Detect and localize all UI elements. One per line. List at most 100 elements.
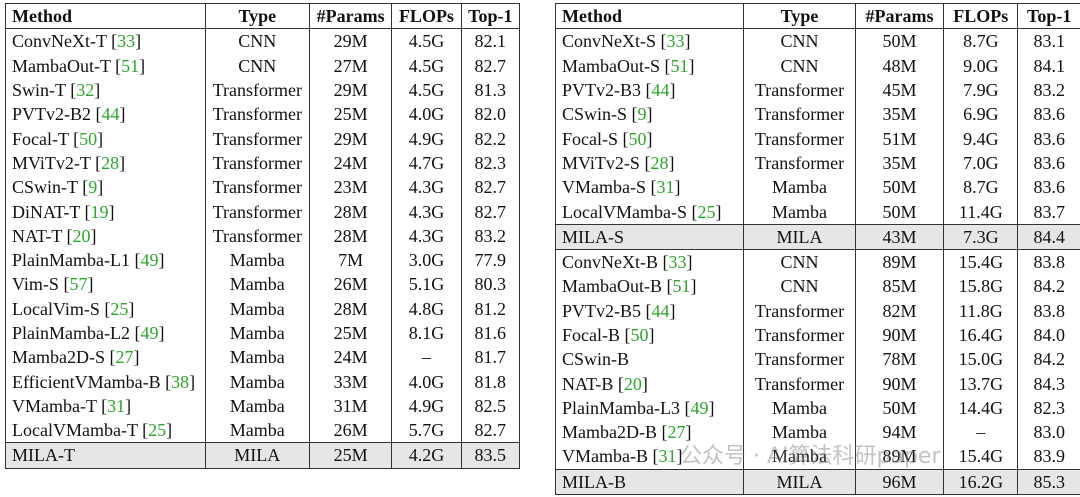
type-cell: CNN	[743, 28, 856, 54]
top1-cell: 80.3	[460, 272, 520, 297]
type-cell: CNN	[743, 53, 856, 78]
flops-cell: –	[943, 420, 1018, 445]
method-name: NAT-B	[562, 373, 614, 394]
citation: [33]	[660, 31, 691, 52]
citation: [25]	[142, 420, 173, 441]
method-name: Vim-S	[12, 274, 59, 295]
method-name: MambaOut-S	[562, 55, 660, 76]
results-table: Method Type #Params FLOPs Top-1 ConvNeXt-T [3…	[5, 3, 520, 469]
method-name: MambaOut-T	[12, 55, 111, 76]
citation: [38]	[165, 371, 196, 392]
header-row: Method Type #Params FLOPs Top-1	[5, 3, 520, 30]
citation: [44]	[645, 300, 676, 321]
column-header: Method	[5, 3, 206, 30]
flops-cell: 4.9G	[391, 126, 462, 151]
table-row: NAT-T [20] Transformer 28M 4.3G 83.2	[6, 223, 520, 248]
method-cell: CSwin-S [9]	[556, 102, 744, 126]
flops-cell: –	[391, 345, 462, 370]
method-name: VMamba-B	[562, 446, 648, 467]
params-cell: 96M	[854, 468, 944, 495]
method-cell: PVTv2-B2 [44]	[6, 102, 206, 126]
method-name: LocalVMamba-S	[562, 201, 687, 222]
top1-cell: 81.6	[460, 320, 520, 346]
params-cell: 25M	[308, 102, 392, 127]
params-cell: 28M	[308, 223, 392, 248]
method-name: LocalVim-S	[12, 298, 100, 319]
top1-cell: 82.3	[1017, 395, 1080, 421]
method-cell: MILA-B	[555, 468, 744, 495]
top1-cell: 84.1	[1017, 53, 1080, 78]
table-row: VMamba-S [31] Mamba 50M 8.7G 83.6	[556, 175, 1080, 200]
method-cell: NAT-B [20]	[556, 371, 744, 395]
table-row: CSwin-S [9] Transformer 35M 6.9G 83.6	[556, 102, 1080, 127]
method-cell: PVTv2-B3 [44]	[556, 78, 744, 102]
citation: [20]	[66, 225, 97, 246]
method-name: MambaOut-B	[562, 276, 662, 297]
column-header: Top-1	[1017, 3, 1080, 30]
table-row: CSwin-T [9] Transformer 23M 4.3G 82.7	[6, 175, 520, 200]
type-cell: Transformer	[204, 199, 310, 224]
citation: [31]	[650, 177, 681, 198]
method-name: ConvNeXt-B	[562, 252, 658, 273]
method-cell: Vim-S [57]	[6, 272, 206, 296]
table-row: Swin-T [32] Transformer 29M 4.5G 81.3	[6, 77, 520, 103]
citation: [57]	[63, 274, 94, 295]
top1-cell: 77.9	[460, 247, 520, 273]
method-name: MViTv2-S	[562, 152, 640, 173]
method-name: CSwin-T	[12, 177, 78, 198]
flops-cell: 4.7G	[391, 150, 462, 176]
params-cell: 25M	[308, 442, 392, 469]
type-cell: Mamba	[204, 247, 310, 273]
citation: [51]	[664, 55, 695, 76]
params-cell: 94M	[854, 420, 944, 445]
method-cell: LocalVim-S [25]	[6, 297, 206, 321]
params-cell: 31M	[308, 393, 392, 419]
type-cell: Transformer	[204, 175, 310, 200]
method-name: CSwin-B	[562, 349, 630, 370]
type-cell: CNN	[743, 274, 856, 299]
method-name: NAT-T	[12, 225, 63, 246]
type-cell: Transformer	[204, 126, 310, 151]
citation: [9]	[631, 104, 653, 125]
method-cell: MambaOut-T [51]	[6, 54, 206, 78]
method-cell: MILA-T	[5, 442, 206, 469]
table-row: CSwin-B Transformer 78M 15.0G 84.2	[556, 347, 1080, 372]
flops-cell: 4.3G	[391, 223, 462, 248]
params-cell: 27M	[308, 53, 392, 78]
citation: [44]	[95, 104, 126, 125]
citation: [32]	[70, 80, 101, 101]
type-cell: Transformer	[204, 223, 310, 248]
table-row: PlainMamba-L3 [49] Mamba 50M 14.4G 82.3	[556, 395, 1080, 421]
method-cell: PlainMamba-L2 [49]	[6, 321, 206, 345]
type-cell: CNN	[204, 53, 310, 78]
citation: [50]	[73, 128, 104, 149]
method-cell: CSwin-B	[556, 347, 744, 371]
method-name: ConvNeXt-T	[12, 31, 107, 52]
top1-cell: 83.5	[460, 442, 520, 469]
type-cell: Mamba	[204, 272, 310, 297]
method-name: PVTv2-B5	[562, 300, 642, 321]
flops-cell: 15.8G	[943, 274, 1018, 299]
flops-cell: 8.1G	[391, 320, 462, 346]
method-cell: ConvNeXt-T [33]	[6, 29, 206, 54]
column-header: Type	[743, 3, 856, 30]
top1-cell: 83.2	[460, 223, 520, 248]
params-cell: 50M	[854, 199, 944, 225]
method-name: PlainMamba-L2	[12, 323, 130, 343]
table-row: PlainMamba-L1 [49] Mamba 7M 3.0G 77.9	[6, 247, 520, 273]
type-cell: Mamba	[743, 444, 856, 470]
method-name: PVTv2-B2	[12, 104, 92, 125]
top1-cell: 82.2	[460, 126, 520, 151]
table-row: DiNAT-T [19] Transformer 28M 4.3G 82.7	[6, 199, 520, 224]
flops-cell: 4.0G	[391, 369, 462, 394]
method-name: CSwin-S	[562, 104, 628, 125]
citation: [51]	[666, 276, 697, 297]
top1-cell: 84.4	[1017, 223, 1080, 250]
method-name: MILA-S	[562, 226, 624, 247]
method-cell: Mamba2D-B [27]	[556, 420, 744, 444]
type-cell: Mamba	[204, 393, 310, 419]
column-header: FLOPs	[943, 3, 1018, 30]
top1-cell: 83.6	[1017, 150, 1080, 176]
method-name: Swin-T	[12, 80, 66, 101]
